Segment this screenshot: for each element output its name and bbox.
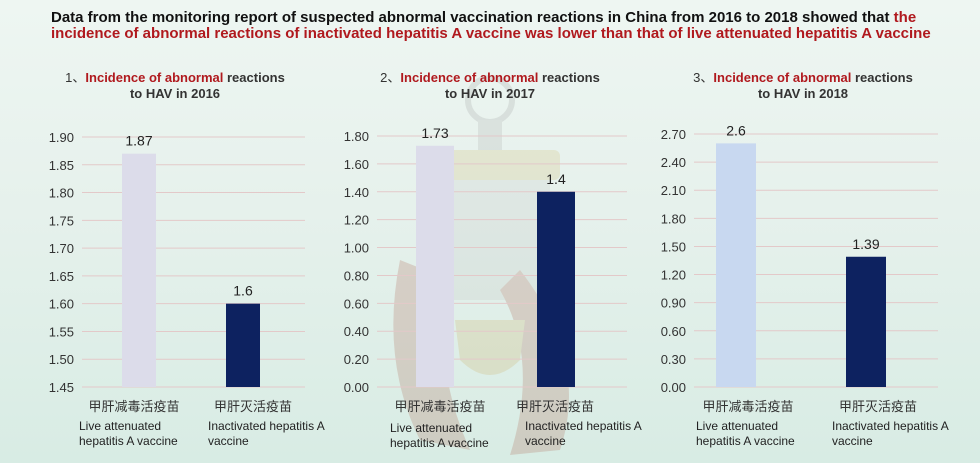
y-tick-label: 0.90 bbox=[661, 296, 686, 311]
bar-inactivated bbox=[226, 303, 260, 387]
y-tick-label: 0.00 bbox=[344, 380, 369, 395]
category-label-cn: 甲肝减毒活疫苗 bbox=[394, 400, 486, 415]
category-label-cn: 甲肝灭活疫苗 bbox=[515, 400, 594, 415]
chart-title-highlight: Incidence of abnormal bbox=[400, 70, 539, 85]
bar-chart-2016: 1.90 1.85 1.80 1.75 1.70 1.65 1.60 1.55 1.50 1.45… bbox=[49, 130, 305, 395]
y-tick-label: 1.50 bbox=[661, 239, 686, 254]
chart-panel-2016: 1、Incidence of abnormal reactions to HAV… bbox=[20, 70, 330, 460]
y-tick-label: 0.40 bbox=[344, 324, 369, 339]
chart-title-highlight: Incidence of abnormal bbox=[85, 70, 224, 85]
y-tick-label: 1.70 bbox=[49, 241, 74, 256]
data-label: 1.6 bbox=[233, 283, 253, 299]
chart-panel-2018: 3、Incidence of abnormal reactions to HAV… bbox=[648, 70, 958, 460]
y-tick-label: 1.20 bbox=[661, 268, 686, 283]
chart-title-rest: reactions bbox=[223, 70, 285, 85]
chart-title-number: 3、 bbox=[693, 70, 714, 85]
y-tick-label: 1.00 bbox=[344, 241, 369, 256]
y-tick-label: 0.30 bbox=[661, 352, 686, 367]
data-label: 2.6 bbox=[726, 122, 746, 138]
bar-live-attenuated bbox=[416, 145, 454, 387]
category-label-cn: 甲肝灭活疫苗 bbox=[838, 400, 917, 415]
chart-title-line2: to HAV in 2016 bbox=[129, 86, 221, 101]
data-label: 1.73 bbox=[421, 125, 448, 141]
y-tick-label: 1.45 bbox=[49, 380, 74, 395]
y-tick-label: 1.90 bbox=[49, 130, 74, 145]
y-tick-label: 1.80 bbox=[49, 186, 74, 201]
category-label-en: Live attenuated hepatitis A vaccine bbox=[390, 421, 489, 450]
chart-title-rest: reactions bbox=[538, 70, 600, 85]
chart-panel-2017: 2、Incidence of abnormal reactions to HAV… bbox=[335, 70, 645, 460]
category-label-en: Live attenuated hepatitis A vaccine bbox=[696, 419, 795, 448]
y-tick-label: 0.80 bbox=[344, 268, 369, 283]
category-label-en: Inactivated hepatitis A vaccine bbox=[208, 419, 325, 448]
y-tick-label: 1.55 bbox=[49, 324, 74, 339]
y-tick-label: 1.80 bbox=[661, 211, 686, 226]
category-label-en: Inactivated hepatitis A vaccine bbox=[832, 419, 949, 448]
headline-lead: Data from the monitoring report of suspe… bbox=[51, 9, 890, 26]
headline: Data from the monitoring report of suspe… bbox=[51, 10, 961, 42]
category-label-cn: 甲肝减毒活疫苗 bbox=[88, 400, 180, 415]
category-label-cn: 甲肝减毒活疫苗 bbox=[702, 400, 794, 415]
bar-live-attenuated bbox=[122, 153, 156, 387]
y-tick-label: 2.70 bbox=[661, 127, 686, 142]
category-label-cn: 甲肝灭活疫苗 bbox=[213, 400, 292, 415]
data-label: 1.39 bbox=[852, 236, 879, 252]
bar-live-attenuated bbox=[716, 143, 756, 387]
y-tick-label: 1.50 bbox=[49, 352, 74, 367]
vaccine-illustration-watermark bbox=[393, 75, 569, 455]
chart-title-rest: reactions bbox=[851, 70, 913, 85]
bar-inactivated bbox=[846, 256, 886, 387]
y-tick-label: 1.85 bbox=[49, 158, 74, 173]
chart-title-line2: to HAV in 2018 bbox=[757, 86, 849, 101]
y-tick-label: 1.65 bbox=[49, 269, 74, 284]
y-tick-label: 0.60 bbox=[661, 324, 686, 339]
y-tick-label: 1.80 bbox=[344, 129, 369, 144]
y-tick-label: 1.75 bbox=[49, 213, 74, 228]
data-label: 1.87 bbox=[125, 133, 152, 149]
headline-highlight: the incidence of abnormal reactions of i… bbox=[51, 9, 931, 42]
y-tick-label: 1.20 bbox=[344, 213, 369, 228]
bar-chart-2018: 2.70 2.40 2.10 1.80 1.50 1.20 0.90 0.60 0.30 0.00… bbox=[661, 122, 938, 395]
y-tick-label: 1.60 bbox=[49, 297, 74, 312]
chart-title: 3、Incidence of abnormal reactions to HAV… bbox=[648, 70, 958, 102]
y-tick-label: 1.40 bbox=[344, 185, 369, 200]
y-tick-label: 0.20 bbox=[344, 352, 369, 367]
chart-title-highlight: Incidence of abnormal bbox=[713, 70, 852, 85]
category-label-en: Live attenuated hepatitis A vaccine bbox=[79, 419, 178, 448]
category-label-en: Inactivated hepatitis A vaccine bbox=[525, 419, 642, 448]
bar-inactivated bbox=[537, 191, 575, 387]
data-label: 1.4 bbox=[546, 171, 566, 187]
chart-title-number: 1、 bbox=[65, 70, 86, 85]
chart-title-line2: to HAV in 2017 bbox=[444, 86, 536, 101]
y-tick-label: 2.10 bbox=[661, 183, 686, 198]
y-tick-label: 0.00 bbox=[661, 380, 686, 395]
chart-title-number: 2、 bbox=[380, 70, 401, 85]
y-tick-label: 0.60 bbox=[344, 296, 369, 311]
chart-title: 2、Incidence of abnormal reactions to HAV… bbox=[335, 70, 645, 102]
y-tick-label: 2.40 bbox=[661, 155, 686, 170]
chart-title: 1、Incidence of abnormal reactions to HAV… bbox=[20, 70, 330, 102]
y-tick-label: 1.60 bbox=[344, 157, 369, 172]
bar-chart-2017: 1.80 1.60 1.40 1.20 1.00 0.80 0.60 0.40 0.20 0.00… bbox=[344, 125, 627, 395]
